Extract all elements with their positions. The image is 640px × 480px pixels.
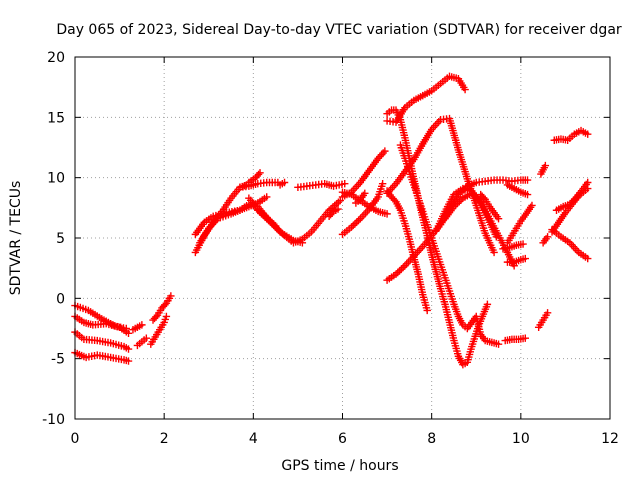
data-point (280, 178, 289, 187)
data-point (543, 309, 552, 317)
series-track (503, 254, 529, 266)
series-track (548, 225, 592, 263)
series-track (537, 161, 550, 178)
series-track (539, 233, 552, 247)
series-track (338, 180, 387, 239)
series-track (550, 126, 592, 144)
series-track (352, 189, 369, 207)
series-track (245, 169, 264, 187)
data-point (263, 193, 271, 201)
data-marks (71, 72, 592, 369)
x-tick-label: 0 (71, 431, 80, 447)
data-point (381, 147, 389, 155)
y-tick-label: -5 (51, 352, 65, 368)
series-track (294, 180, 349, 192)
series-track (383, 187, 431, 315)
data-point (490, 248, 498, 257)
data-point (528, 201, 536, 210)
data-point (483, 300, 492, 309)
y-tick-label: 15 (47, 110, 65, 126)
data-point (383, 210, 391, 218)
data-point (543, 233, 552, 241)
series-track (129, 321, 146, 334)
chart-title: Day 065 of 2023, Sidereal Day-to-day VTE… (56, 22, 622, 38)
data-point (521, 254, 529, 263)
data-point (167, 292, 175, 300)
data-point (334, 205, 342, 213)
data-point (523, 190, 532, 199)
data-point (461, 85, 469, 94)
data-point (160, 318, 168, 327)
series-track (534, 309, 552, 331)
tick-layer: 0 2 4 6 8 10 12 -10 -5 0 5 10 15 20 (42, 50, 619, 447)
series-track (477, 190, 503, 223)
data-point (584, 178, 592, 187)
series-track (383, 72, 469, 126)
y-axis-title: SDTVAR / TECUs (8, 181, 24, 296)
data-point (161, 315, 169, 324)
data-point (423, 306, 431, 315)
x-tick-label: 4 (249, 431, 258, 447)
series-track (499, 240, 527, 253)
data-point (494, 214, 503, 223)
series-track (254, 196, 344, 247)
series-track (147, 312, 171, 348)
data-point (138, 321, 146, 329)
x-tick-label: 6 (338, 431, 347, 447)
data-point (378, 180, 387, 188)
y-tick-label: -10 (42, 412, 65, 428)
data-point (124, 329, 133, 338)
y-tick-label: 5 (56, 231, 65, 247)
series-track (133, 334, 151, 350)
plot-frame (74, 56, 611, 420)
data-point (124, 357, 133, 365)
x-tick-label: 2 (160, 431, 169, 447)
data-point (541, 161, 550, 170)
data-point (584, 254, 592, 263)
data-point (523, 176, 532, 184)
series-track (396, 141, 503, 348)
y-tick-label: 20 (47, 50, 65, 66)
series-track (325, 205, 342, 220)
data-point (162, 312, 171, 321)
series-track (383, 114, 498, 257)
x-tick-label: 10 (512, 431, 530, 447)
series-track (503, 201, 536, 247)
series-track (432, 184, 501, 241)
data-point (584, 184, 592, 193)
series-track (149, 292, 175, 324)
y-tick-label: 10 (47, 171, 65, 187)
y-tick-label: 0 (56, 291, 65, 307)
data-point (256, 169, 264, 177)
data-point (494, 340, 503, 348)
data-point (341, 180, 349, 188)
data-point (519, 240, 527, 248)
series-track (276, 178, 289, 189)
series-track (501, 334, 529, 345)
data-point (142, 334, 151, 342)
data-point (361, 189, 369, 198)
series-track (71, 328, 133, 353)
x-tick-label: 12 (601, 431, 619, 447)
x-axis-title: GPS time / hours (281, 458, 398, 474)
series-track (236, 178, 282, 192)
series-track (503, 181, 532, 199)
data-point (584, 130, 592, 138)
data-point (124, 345, 133, 353)
data-point (521, 334, 529, 342)
series-track (71, 348, 133, 365)
x-tick-label: 8 (427, 431, 436, 447)
